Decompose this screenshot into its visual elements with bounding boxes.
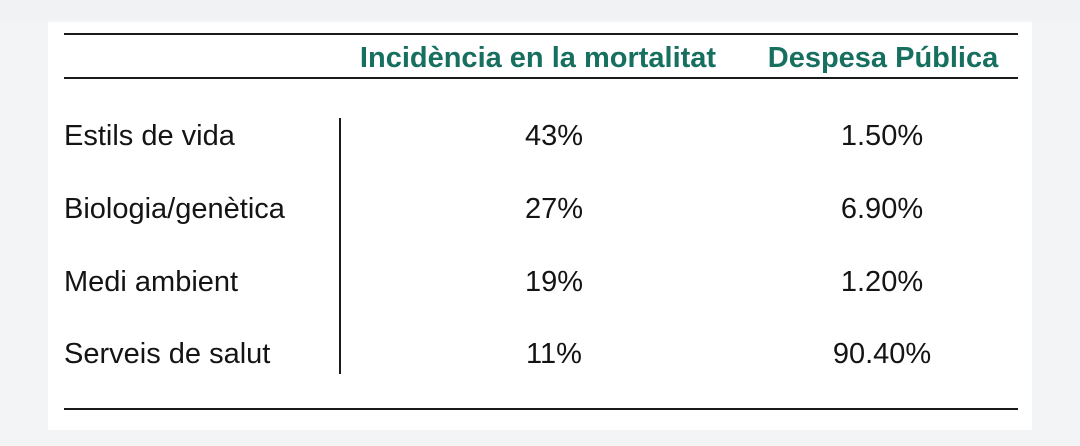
table-panel [48,22,1032,430]
spending-value: 1.50% [840,120,924,152]
table-row: Serveis de salut 11% 90.40% [0,334,1080,374]
table-row: Biologia/genètica 27% 6.90% [0,189,1080,229]
table-row: Estils de vida 43% 1.50% [0,116,1080,156]
table-top-rule [64,33,1018,35]
column-header-mortality: Incidència en la mortalitat [359,42,717,74]
table-row: Medi ambient 19% 1.20% [0,262,1080,302]
top-strip [0,0,1080,20]
row-label-divider [339,118,341,374]
row-label: Estils de vida [64,120,235,152]
row-label: Serveis de salut [64,338,271,370]
mortality-value: 11% [526,338,582,370]
spending-value: 1.20% [840,266,924,298]
header-bottom-rule [64,77,1018,79]
mortality-value: 27% [524,193,584,225]
spending-value: 90.40% [832,338,932,370]
spending-value: 6.90% [840,193,924,225]
mortality-value: 43% [524,120,584,152]
row-label: Medi ambient [64,266,239,298]
table-bottom-rule [64,408,1018,410]
mortality-value: 19% [524,266,584,298]
row-label: Biologia/genètica [64,193,285,225]
column-header-public-spending: Despesa Pública [767,42,999,74]
